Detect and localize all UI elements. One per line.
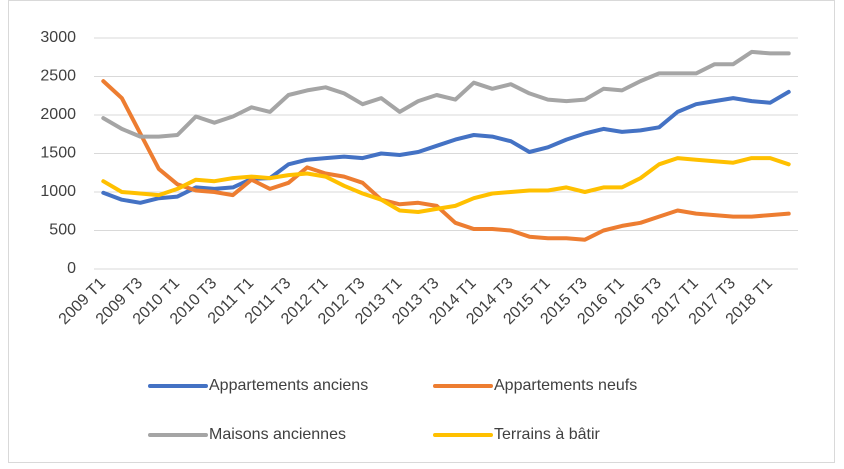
y-tick-label: 500 bbox=[49, 222, 76, 239]
chart-frame bbox=[8, 0, 835, 463]
y-tick-label: 2000 bbox=[40, 106, 76, 123]
legend-label: Maisons anciennes bbox=[209, 426, 346, 443]
y-tick-label: 3000 bbox=[40, 29, 76, 46]
legend-label: Appartements neufs bbox=[494, 377, 637, 394]
series-line bbox=[101, 49, 791, 139]
series-line bbox=[101, 156, 791, 214]
legend-label: Appartements anciens bbox=[209, 377, 368, 394]
y-tick-label: 1000 bbox=[40, 183, 76, 200]
y-tick-label: 2500 bbox=[40, 68, 76, 85]
series-line bbox=[101, 79, 791, 242]
legend-label: Terrains à bâtir bbox=[494, 426, 600, 443]
series-line bbox=[101, 89, 791, 205]
y-tick-label: 0 bbox=[67, 260, 76, 277]
y-tick-label: 1500 bbox=[40, 145, 76, 162]
